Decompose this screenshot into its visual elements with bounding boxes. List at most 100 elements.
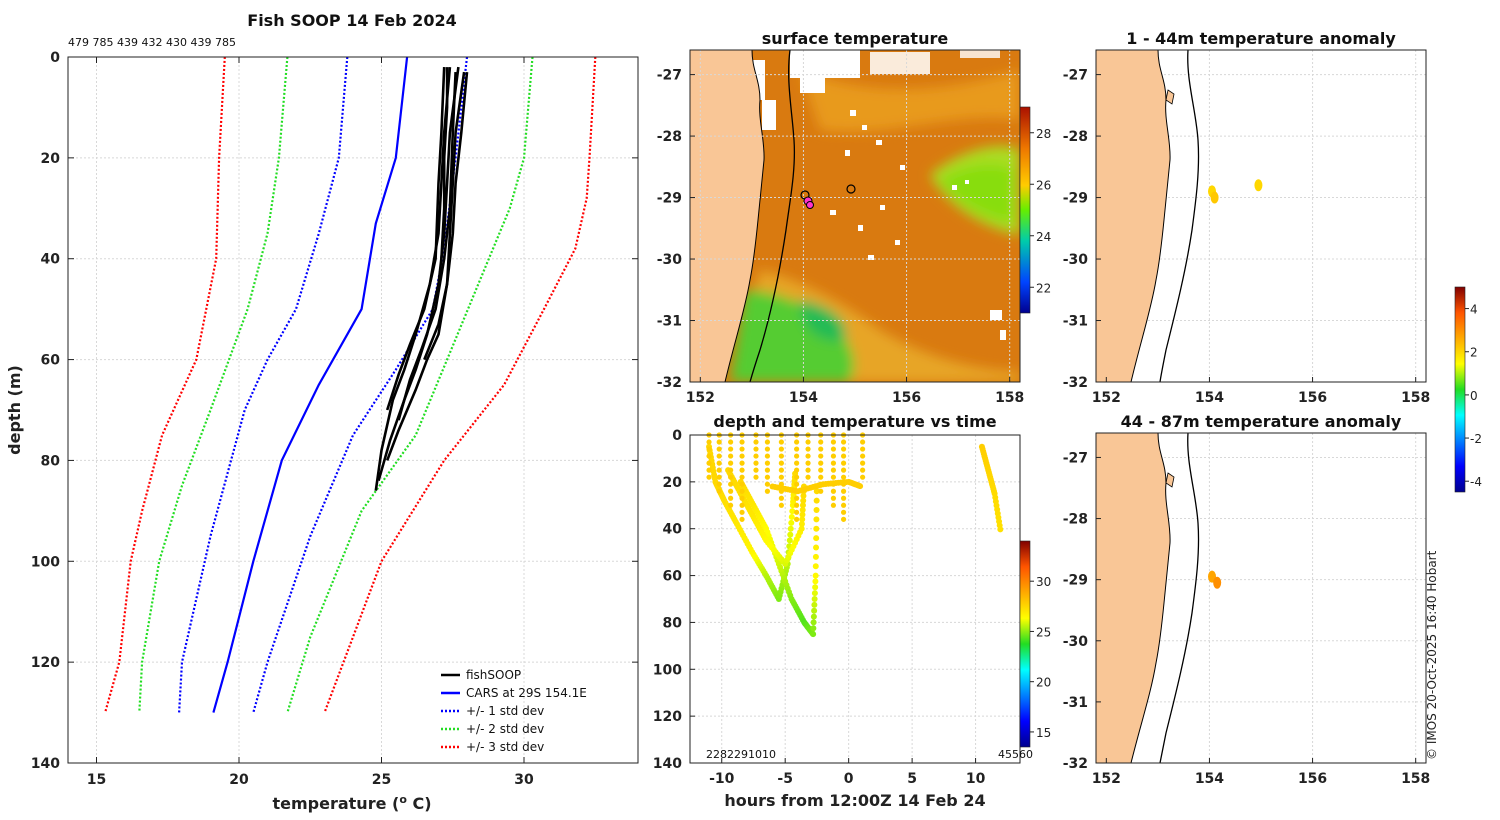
time-cast-point: [794, 502, 800, 508]
profile-line--1-std-dev-low: [178, 56, 349, 713]
time-cast-point: [716, 488, 722, 494]
sst-ticks: 152 154 156 158 -27 -28 -29 -30 -31 -32: [657, 68, 1025, 406]
time-cast-point: [739, 516, 745, 522]
time-cast-point: [716, 460, 722, 466]
time-point-s0: [787, 525, 794, 532]
anom1-point-1: [1210, 191, 1219, 204]
time-point-s1: [813, 488, 820, 495]
anom2-ticks: 152 154 156 158 -27 -28 -29 -30 -31 -32: [1063, 450, 1431, 787]
time-cast-point: [794, 481, 800, 487]
time-cast-point: [778, 474, 784, 480]
profile-line--2-std-dev-high: [286, 56, 534, 713]
sst-ytick-label: -31: [657, 314, 682, 330]
profile-ytick-label: 120: [31, 655, 60, 671]
anom2-axes: [1095, 432, 1427, 764]
sst-ytick-label: -29: [657, 191, 682, 207]
time-cast-point: [728, 453, 734, 459]
profile-line-fishsoop-7: [440, 67, 449, 259]
anom1-ytick-label: -27: [1063, 68, 1088, 84]
anom2-title: 44 - 87m temperature anomaly: [1121, 412, 1402, 431]
profile-line--2-std-dev-low: [138, 56, 289, 713]
time-cast-point: [706, 474, 712, 480]
sst-marker-1: [846, 184, 856, 194]
time-colorbar-ticks: 15 20 25 30: [1030, 575, 1051, 740]
sst-ytick-label: -27: [657, 68, 682, 84]
sst-marker-3: [806, 201, 814, 209]
anomaly-map-2: 44 - 87m temperature anomaly 152 154 156 15…: [1063, 412, 1431, 787]
time-cast-point: [840, 446, 847, 452]
anom2-xtick-label: 154: [1195, 771, 1224, 787]
time-cast-point: [716, 467, 722, 473]
anom1-ytick-label: -31: [1063, 314, 1088, 330]
time-cast-point: [716, 439, 722, 445]
profile-legend: fishSOOP CARS at 29S 154.1E +/- 1 std de…: [441, 668, 587, 754]
time-cast-point: [728, 502, 734, 508]
time-point-s1: [813, 516, 820, 523]
time-xtick-label: 10: [966, 771, 986, 787]
time-cast-point: [728, 467, 734, 473]
time-cast-point: [739, 446, 745, 452]
xlabel-sup: o: [399, 793, 407, 806]
anom1-ytick-label: -30: [1063, 252, 1089, 268]
time-cast-point: [860, 460, 866, 466]
profile-ytick-label: 80: [41, 453, 61, 469]
profile-ytick-label: 40: [41, 252, 61, 268]
sst-markers: [800, 184, 856, 209]
time-cb-label: 15: [1036, 726, 1051, 740]
anom2-ytick-label: -31: [1063, 695, 1088, 711]
time-cast-point: [739, 467, 745, 473]
anom1-point-2: [1254, 179, 1263, 192]
time-point-s0: [789, 508, 796, 515]
time-point-s1: [812, 553, 819, 560]
time-cast-point: [794, 474, 800, 480]
time-cast-point: [716, 474, 722, 480]
xlabel-end: C): [407, 794, 432, 813]
profile-title: Fish SOOP 14 Feb 2024: [247, 11, 456, 30]
time-cast-point: [830, 453, 837, 459]
sst-colorbar: [1019, 106, 1031, 314]
time-cast-point: [805, 453, 811, 459]
anom-cb-label: -4: [1470, 475, 1482, 489]
time-cast-point: [818, 488, 824, 494]
anom1-isobath: [1159, 50, 1200, 382]
time-cast-point: [716, 446, 722, 452]
time-point-s2: [798, 525, 805, 532]
time-cast-point: [739, 502, 745, 508]
time-point-s0: [787, 531, 794, 538]
time-cast-point: [739, 439, 745, 445]
anom-colorbar-bar: [1454, 286, 1466, 493]
anom-cb-label: 0: [1470, 389, 1478, 403]
profile-line-fishsoop-2: [377, 66, 460, 481]
time-point-s3: [857, 483, 864, 490]
time-cast-point: [728, 488, 734, 494]
time-cast-point: [753, 446, 759, 452]
profile-grid: [68, 56, 638, 764]
time-cast-point: [794, 460, 800, 466]
profile-top-annotation: 479 785 439 432 430 439 785: [68, 36, 236, 49]
time-cast-point: [805, 439, 811, 445]
time-cast-point: [830, 488, 837, 494]
anom2-ytick-label: -28: [1063, 512, 1088, 528]
anom2-xtick-label: 156: [1298, 771, 1327, 787]
time-bottom-left-text: 2282291010: [706, 748, 776, 761]
time-point-s0: [788, 514, 795, 520]
time-ytick-label: 100: [653, 662, 682, 678]
profile-xlabel: temperature (o C): [272, 793, 431, 813]
anom2-ytick-label: -30: [1063, 634, 1089, 650]
time-panel: depth and temperature vs time -10 -5 0 5 100…: [653, 412, 1052, 810]
time-cast-point: [764, 453, 771, 459]
time-title: depth and temperature vs time: [713, 412, 996, 431]
time-cast-point: [753, 439, 759, 445]
time-cast-point: [840, 502, 847, 508]
time-cast-point: [830, 481, 837, 487]
time-point-s1: [811, 590, 818, 597]
profile-line-fishsoop-4: [385, 67, 446, 411]
time-point-s2: [799, 516, 806, 523]
time-cast-point: [706, 467, 712, 473]
time-cast-point: [728, 474, 734, 480]
time-point-s1: [812, 578, 819, 585]
legend-label-std2: +/- 2 std dev: [466, 722, 544, 736]
time-ytick-label: 0: [672, 428, 682, 444]
profile-line-fishsoop-1: [374, 66, 452, 491]
xlabel-main: temperature (: [272, 794, 399, 813]
